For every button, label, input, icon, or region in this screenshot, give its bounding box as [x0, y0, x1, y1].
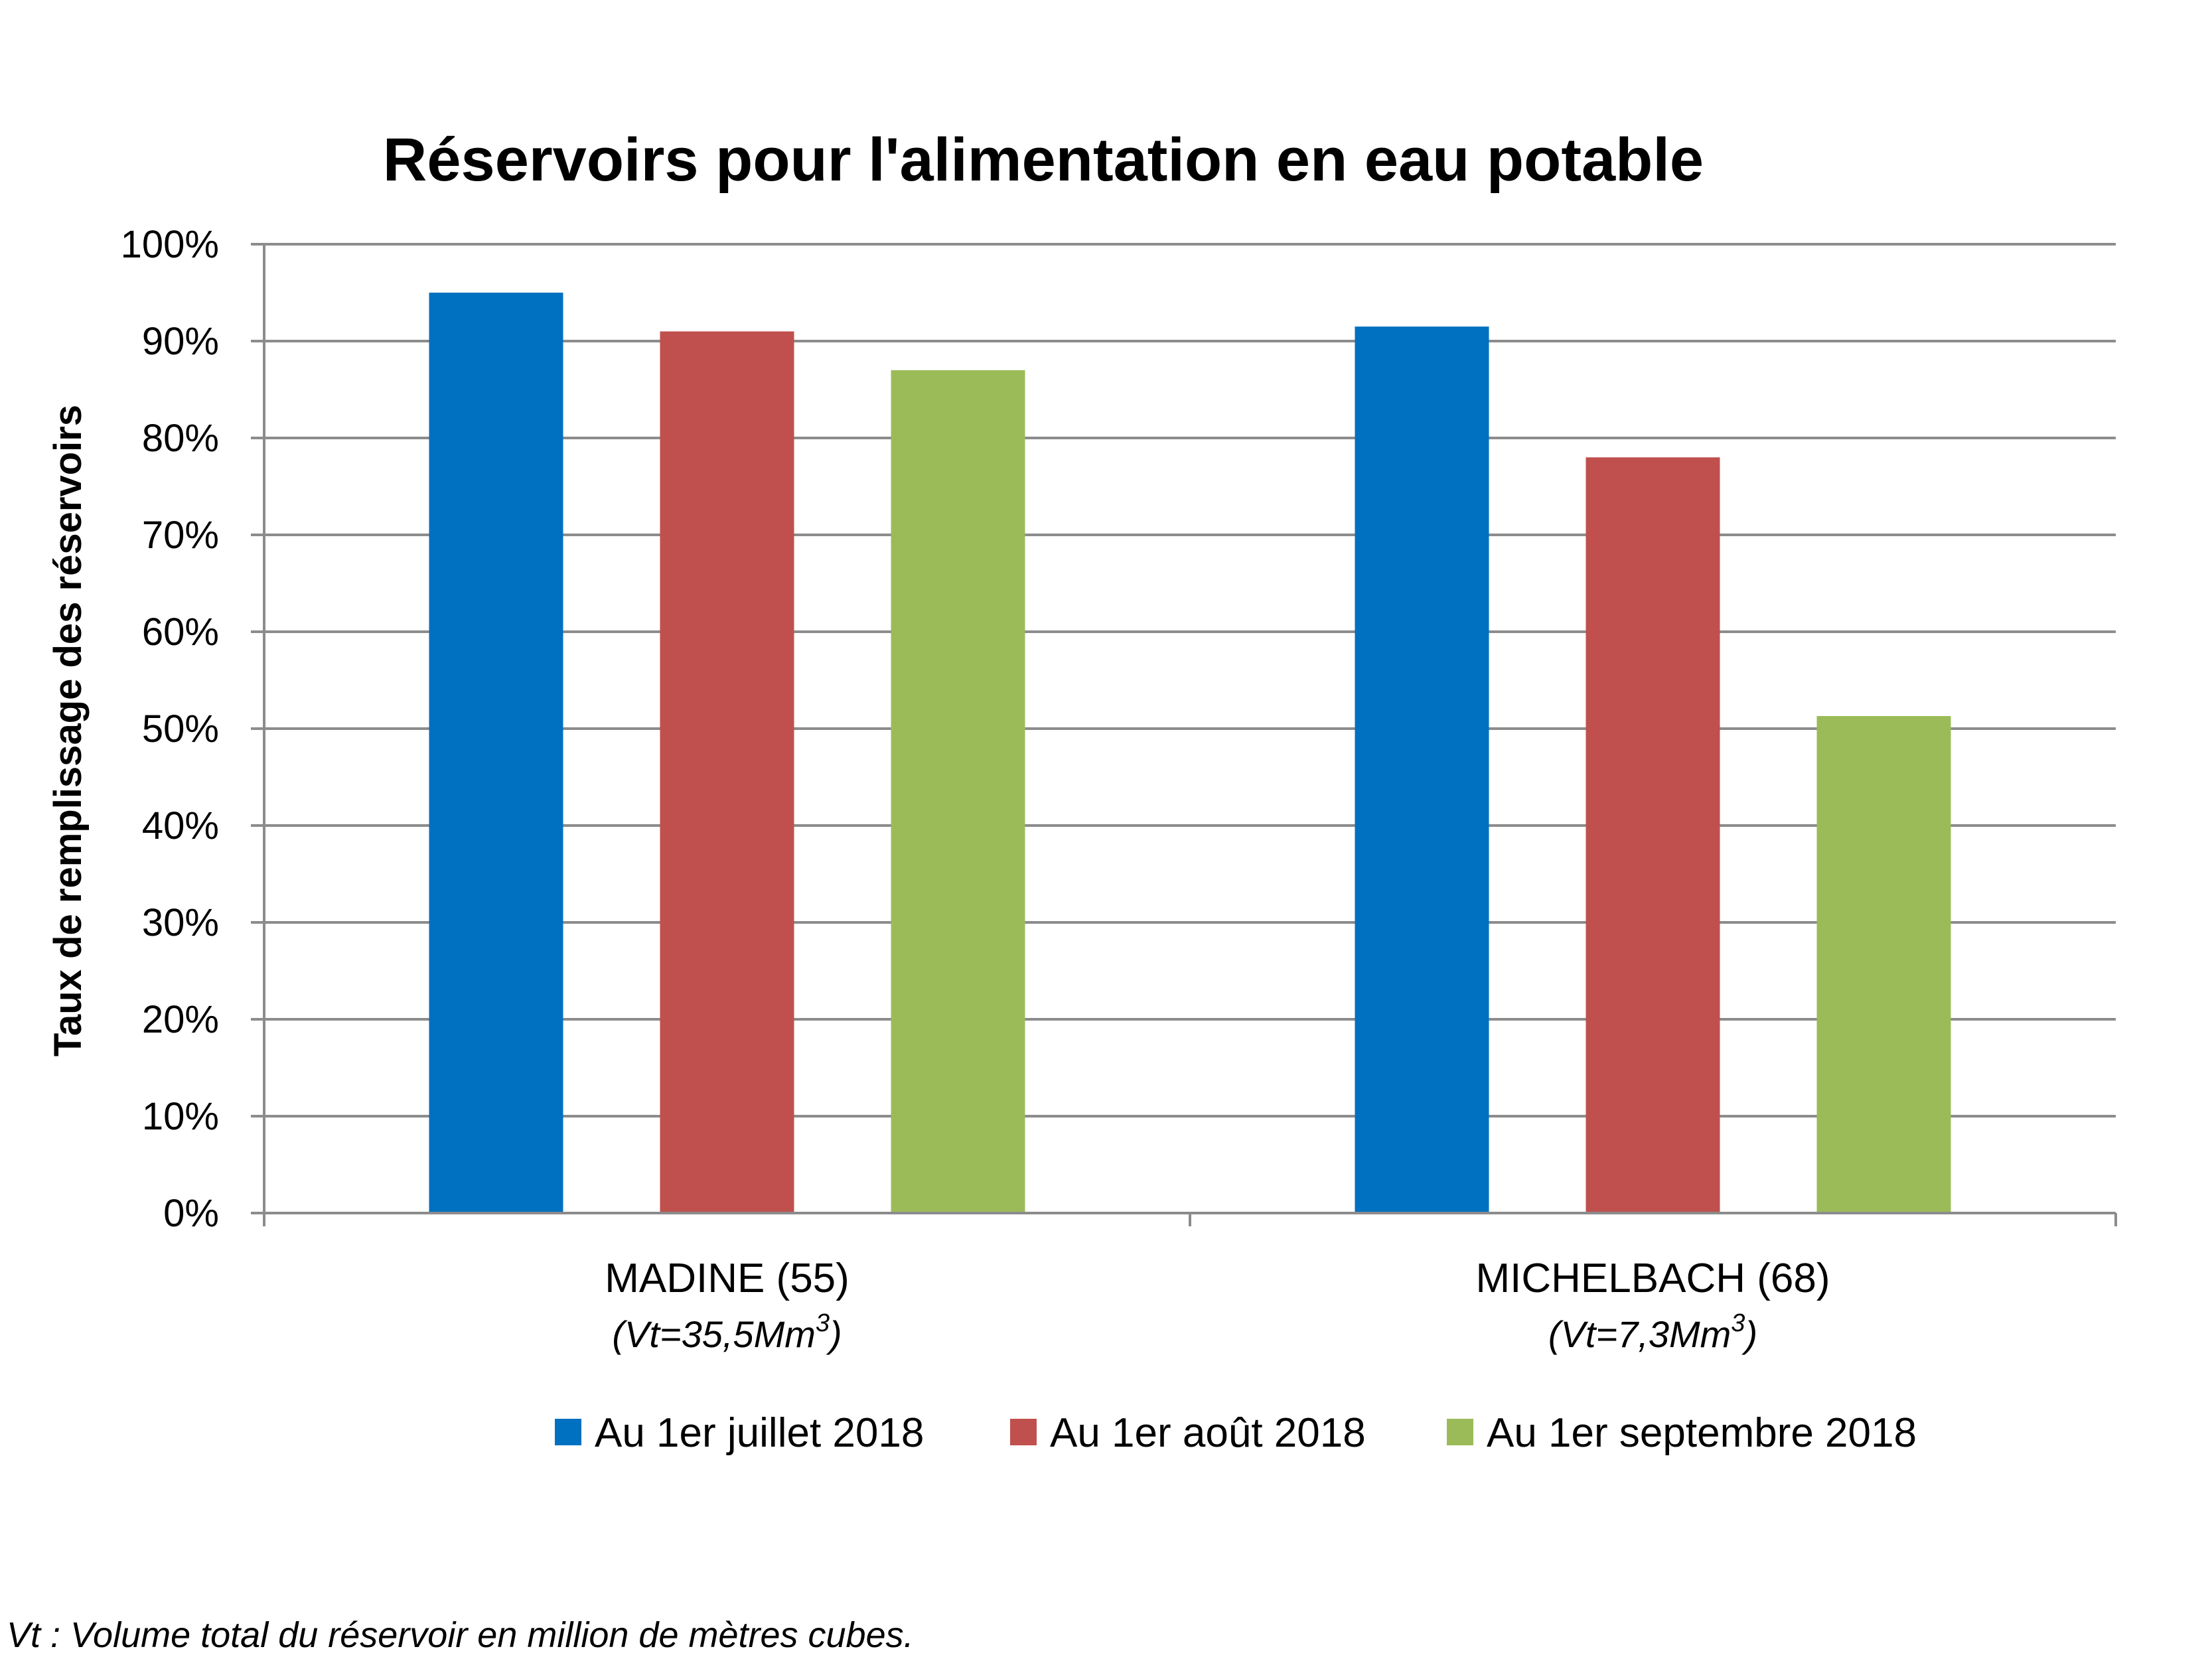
legend-label: Au 1er juillet 2018 — [595, 1410, 924, 1456]
bars — [429, 293, 1951, 1214]
category-label: MICHELBACH (68) — [1476, 1256, 1830, 1301]
footnote: Vt : Volume total du réservoir en millio… — [7, 1615, 914, 1655]
gridlines — [264, 243, 2116, 1118]
y-tick-labels: 0% 10% 20% 30% 40% 50% 60% 70% 80% 90% 100% — [121, 223, 219, 1235]
bar — [1585, 457, 1720, 1214]
y-tick-label: 20% — [142, 998, 219, 1041]
y-tick-label: 40% — [142, 804, 219, 847]
chart-title: Réservoirs pour l'alimentation en eau po… — [383, 126, 1704, 194]
legend-label: Au 1er août 2018 — [1050, 1410, 1366, 1456]
category-label: MADINE (55) — [605, 1256, 849, 1301]
category-sublabel: (Vt=35,5Mm3) — [612, 1309, 842, 1355]
y-tick-label: 50% — [142, 707, 219, 751]
y-tick-label: 30% — [142, 901, 219, 944]
y-tick-label: 100% — [121, 223, 219, 266]
y-tick-label: 70% — [142, 514, 219, 557]
bar — [429, 293, 563, 1213]
legend-swatch — [1447, 1419, 1473, 1445]
bar — [1816, 716, 1951, 1213]
bar — [1355, 326, 1489, 1214]
y-tick-label: 60% — [142, 611, 219, 654]
axes — [251, 243, 2117, 1226]
category-sublabel: (Vt=7,3Mm3) — [1548, 1309, 1757, 1355]
bar — [891, 370, 1025, 1213]
y-tick-label: 80% — [142, 417, 219, 460]
legend: Au 1er juillet 2018 Au 1er août 2018 Au 1e… — [555, 1410, 1917, 1456]
y-axis-label: Taux de remplissage des réservoirs — [46, 405, 90, 1056]
y-tick-label: 90% — [142, 320, 219, 363]
legend-swatch — [1010, 1419, 1037, 1445]
y-tick-label: 0% — [163, 1192, 219, 1235]
y-tick-label: 10% — [142, 1095, 219, 1138]
bar — [660, 331, 794, 1213]
category-labels: MADINE (55) (Vt=35,5Mm3) MICHELBACH (68) (V… — [605, 1256, 1830, 1355]
legend-swatch — [555, 1419, 581, 1445]
legend-label: Au 1er septembre 2018 — [1487, 1410, 1917, 1456]
